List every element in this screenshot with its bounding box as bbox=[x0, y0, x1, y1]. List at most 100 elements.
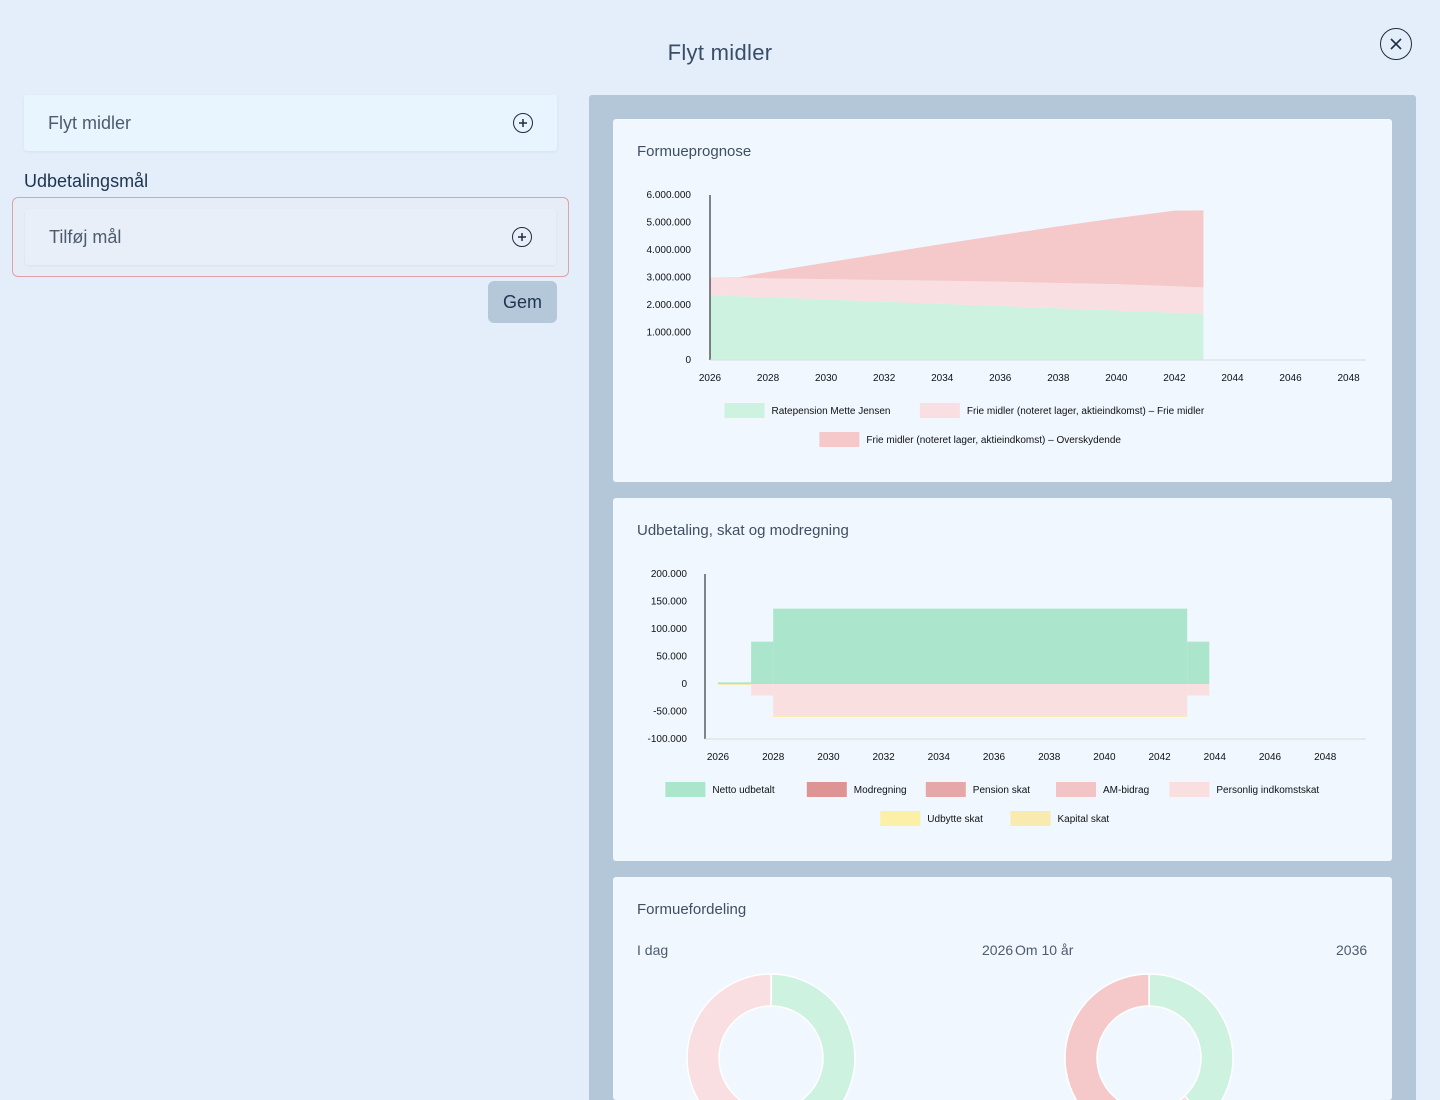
legend-label: Udbytte skat bbox=[927, 814, 983, 825]
legend-label: Kapital skat bbox=[1058, 814, 1110, 825]
x-tick-label: 2046 bbox=[1259, 752, 1282, 763]
y-tick-label: 100.000 bbox=[651, 624, 688, 635]
y-tick-label: 50.000 bbox=[656, 652, 687, 663]
x-tick-label: 2038 bbox=[1038, 752, 1061, 763]
legend-label: Modregning bbox=[854, 785, 907, 796]
wealth-forecast-card: Formueprognose 6.000.000 5.000.000 4.000.0… bbox=[613, 119, 1392, 482]
close-button[interactable] bbox=[1380, 28, 1412, 60]
kapital-tax-bar bbox=[773, 715, 1188, 717]
ten-years-label: Om 10 år bbox=[1015, 942, 1074, 958]
x-tick-label: 2042 bbox=[1163, 373, 1186, 384]
payout-tax-chart: 200.000 150.000 100.000 50.000 0 -50.000 -100.… bbox=[648, 569, 1366, 826]
transfer-funds-row[interactable]: Flyt midler bbox=[24, 95, 557, 151]
netto-bar bbox=[1187, 641, 1210, 684]
wealth-forecast-chart: 6.000.000 5.000.000 4.000.000 3.000.000 2.00… bbox=[647, 190, 1366, 447]
y-tick-label: 5.000.000 bbox=[647, 218, 692, 229]
personlig-tax-bar bbox=[1187, 684, 1210, 696]
legend-label: Personlig indkomstskat bbox=[1216, 785, 1319, 796]
today-year: 2026 bbox=[982, 942, 1014, 958]
x-tick-label: 2040 bbox=[1105, 373, 1128, 384]
plus-circle-icon[interactable] bbox=[512, 227, 532, 247]
legend-label: AM-bidrag bbox=[1103, 785, 1149, 796]
y-tick-label: 1.000.000 bbox=[647, 328, 692, 339]
wealth-distribution-donuts bbox=[686, 973, 1234, 1100]
x-tick-label: 2034 bbox=[931, 373, 954, 384]
y-tick-label: 0 bbox=[681, 679, 687, 690]
wealth-distribution-card: Formuefordeling I dag 2026 Om 10 år 2036 bbox=[613, 877, 1392, 1100]
pie-slice bbox=[1148, 973, 1234, 1100]
x-tick-label: 2036 bbox=[983, 752, 1006, 763]
x-tick-label: 2044 bbox=[1204, 752, 1227, 763]
netto-bar bbox=[773, 608, 1188, 684]
x-tick-label: 2034 bbox=[928, 752, 951, 763]
payout-tax-title: Udbetaling, skat og modregning bbox=[637, 522, 849, 539]
x-tick-label: 2028 bbox=[762, 752, 785, 763]
save-button[interactable]: Gem bbox=[488, 281, 557, 323]
personlig-tax-bar bbox=[751, 684, 774, 696]
x-tick-label: 2032 bbox=[872, 752, 895, 763]
y-tick-label: 4.000.000 bbox=[647, 245, 692, 256]
legend-swatch bbox=[1169, 782, 1210, 797]
netto-bar bbox=[718, 682, 752, 684]
x-tick-label: 2036 bbox=[989, 373, 1012, 384]
legend-swatch bbox=[919, 403, 960, 418]
payout-tax-card: Udbetaling, skat og modregning 200.000 15… bbox=[613, 498, 1392, 861]
y-tick-label: -100.000 bbox=[648, 734, 688, 745]
modal-title: Flyt midler bbox=[667, 40, 773, 65]
add-goal-container: Tilføj mål bbox=[12, 197, 569, 277]
y-tick-label: 0 bbox=[685, 355, 691, 366]
legend-swatch bbox=[925, 782, 966, 797]
x-tick-label: 2048 bbox=[1314, 752, 1337, 763]
payout-goals-heading: Udbetalingsmål bbox=[24, 171, 149, 191]
personlig-tax-bar bbox=[773, 684, 1188, 716]
x-tick-label: 2038 bbox=[1047, 373, 1070, 384]
legend-swatch bbox=[880, 811, 921, 826]
x-tick-label: 2028 bbox=[757, 373, 780, 384]
x-tick-label: 2032 bbox=[873, 373, 896, 384]
kapital-tax-bar bbox=[718, 684, 752, 686]
area-series-2 bbox=[710, 277, 1204, 314]
left-column: Flyt midler Udbetalingsmål bbox=[24, 95, 557, 192]
add-goal-label: Tilføj mål bbox=[49, 226, 122, 247]
legend-swatch bbox=[819, 432, 860, 447]
ten-years-year: 2036 bbox=[1336, 942, 1368, 958]
close-icon bbox=[1390, 38, 1402, 50]
y-tick-label: 200.000 bbox=[651, 569, 688, 580]
x-tick-label: 2040 bbox=[1093, 752, 1116, 763]
y-tick-label: 150.000 bbox=[651, 597, 688, 608]
pie-slice bbox=[1064, 973, 1150, 1100]
x-tick-label: 2026 bbox=[699, 373, 722, 384]
legend-label: Frie midler (noteret lager, aktieindkoms… bbox=[967, 406, 1205, 417]
netto-bar bbox=[751, 641, 774, 684]
legend-label: Frie midler (noteret lager, aktieindkoms… bbox=[866, 435, 1121, 446]
pie-slice bbox=[686, 973, 772, 1100]
area-series-1 bbox=[710, 295, 1204, 360]
y-tick-label: 3.000.000 bbox=[647, 273, 692, 284]
today-label: I dag bbox=[637, 942, 669, 958]
transfer-funds-label: Flyt midler bbox=[48, 112, 132, 133]
wealth-forecast-title: Formueprognose bbox=[637, 143, 752, 160]
pie-slice bbox=[770, 973, 856, 1100]
wealth-distribution-title: Formuefordeling bbox=[637, 901, 747, 918]
y-tick-label: 2.000.000 bbox=[647, 300, 692, 311]
legend-swatch bbox=[806, 782, 847, 797]
pie-slice bbox=[1178, 1094, 1190, 1100]
legend-label: Pension skat bbox=[973, 785, 1030, 796]
x-tick-label: 2046 bbox=[1279, 373, 1302, 384]
legend-swatch bbox=[1010, 811, 1051, 826]
x-tick-label: 2044 bbox=[1221, 373, 1244, 384]
x-tick-label: 2026 bbox=[707, 752, 730, 763]
plus-circle-icon[interactable] bbox=[513, 113, 533, 133]
legend-label: Ratepension Mette Jensen bbox=[772, 406, 891, 417]
charts-panel: Formueprognose 6.000.000 5.000.000 4.000.0… bbox=[589, 95, 1416, 1100]
area-series-3 bbox=[710, 210, 1204, 288]
add-goal-row[interactable]: Tilføj mål bbox=[25, 209, 556, 265]
x-tick-label: 2030 bbox=[815, 373, 838, 384]
legend-swatch bbox=[665, 782, 706, 797]
x-tick-label: 2048 bbox=[1337, 373, 1360, 384]
legend-swatch bbox=[1056, 782, 1096, 797]
legend-label: Netto udbetalt bbox=[712, 785, 774, 796]
y-tick-label: 6.000.000 bbox=[647, 190, 692, 201]
legend-swatch bbox=[724, 403, 765, 418]
y-tick-label: -50.000 bbox=[653, 707, 687, 718]
